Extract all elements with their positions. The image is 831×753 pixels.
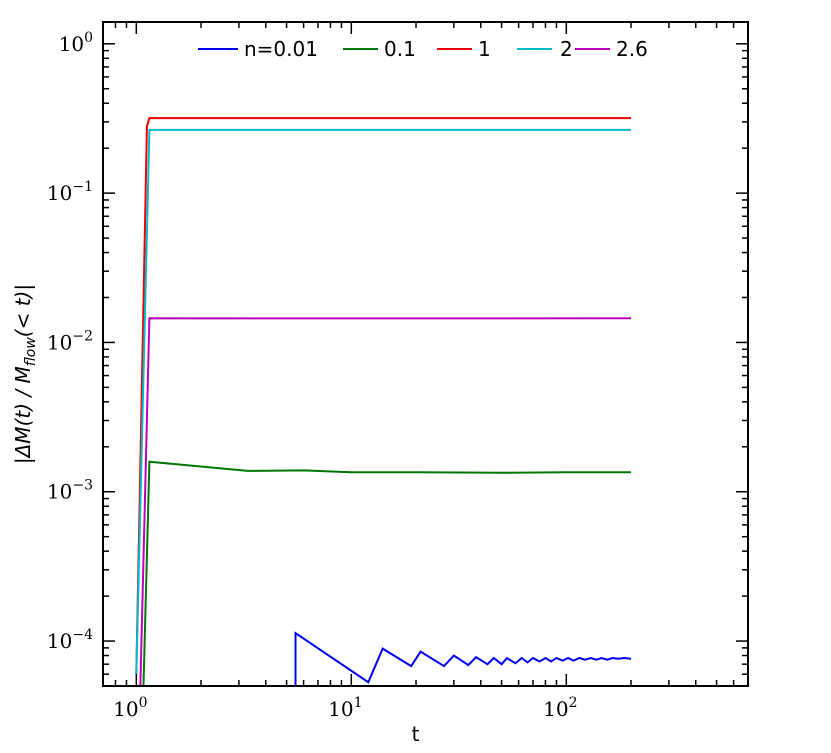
legend-label-1: 0.1: [384, 37, 416, 61]
x-axis-label: t: [412, 722, 420, 746]
y-tick-label-exp: −3: [72, 478, 93, 494]
y-tick-label-1: 10−3: [47, 478, 93, 504]
y-tick-label-base: 10: [47, 181, 72, 205]
series-layer: [135, 117, 632, 686]
y-axis-label: |ΔM(t) / Mflow(< t)|: [11, 284, 39, 464]
y-axis-label-pre: |ΔM(t) / M: [11, 366, 35, 464]
y-tick-label-2: 10−2: [47, 328, 93, 354]
series-line-4: [139, 317, 632, 686]
x-tick-label-base: 10: [543, 697, 568, 721]
legend-label-2: 1: [478, 37, 491, 61]
y-tick-label-base: 10: [47, 330, 72, 354]
series-line-2: [135, 117, 631, 675]
x-tick-label-exp: 0: [139, 695, 148, 711]
x-tick-label-0: 100: [113, 695, 147, 721]
x-tick-label-base: 10: [113, 697, 138, 721]
y-tick-label-exp: −1: [72, 179, 93, 195]
y-tick-label-base: 10: [47, 629, 72, 653]
legend-label-0: n=0.01: [244, 37, 318, 61]
y-tick-label-0: 10−4: [47, 627, 93, 653]
series-line-0: [294, 631, 632, 686]
y-axis-label-post: (< t)|: [11, 284, 35, 337]
x-tick-label-exp: 1: [354, 695, 363, 711]
y-tick-label-4: 100: [59, 30, 93, 56]
y-tick-label-exp: −4: [72, 627, 93, 643]
y-tick-label-3: 10−1: [47, 179, 93, 205]
plot-frame: [102, 21, 749, 687]
y-axis-label-sub: flow: [23, 337, 39, 367]
series-line-3: [135, 128, 631, 675]
series-line-1: [142, 460, 631, 686]
y-tick-label-base: 10: [59, 32, 84, 56]
legend-label-4: 2.6: [616, 37, 648, 61]
legend: n=0.01 0.1 1 2 2.6: [198, 37, 648, 61]
legend-label-3: 2: [560, 37, 573, 61]
x-tick-label-2: 102: [543, 695, 577, 721]
x-tick-label-base: 10: [328, 697, 353, 721]
y-tick-label-exp: −2: [72, 328, 93, 344]
x-tick-label-1: 101: [328, 695, 362, 721]
x-tick-label-exp: 2: [569, 695, 578, 711]
y-tick-label-exp: 0: [84, 30, 93, 46]
y-tick-label-base: 10: [47, 480, 72, 504]
ticks-layer: [102, 22, 749, 687]
